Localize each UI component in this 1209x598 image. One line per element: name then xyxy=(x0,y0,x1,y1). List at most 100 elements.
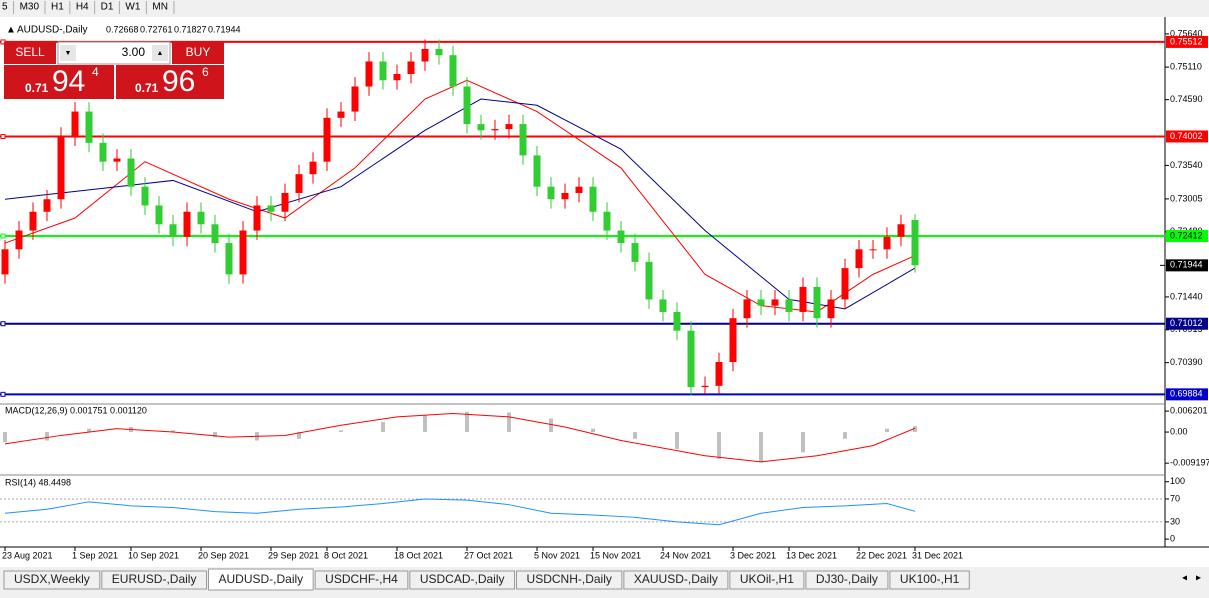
tab[interactable]: EURUSD-,Daily xyxy=(101,570,207,590)
tab-label[interactable]: USDCNH-,Daily xyxy=(527,572,612,586)
candle-body xyxy=(883,236,891,250)
candle-body xyxy=(519,124,527,156)
y-tick-label: 0.006201 xyxy=(1170,405,1208,415)
y-tick-label: 0.00 xyxy=(1170,426,1188,436)
tab-bg xyxy=(314,570,409,590)
tab[interactable]: DJ30-,Daily xyxy=(805,570,889,590)
macd-bar xyxy=(297,432,301,439)
x-tick-label: 8 Oct 2021 xyxy=(324,550,368,560)
buy-price-frac: 6 xyxy=(202,65,209,79)
timeframe-button[interactable]: D1 xyxy=(101,2,114,13)
tab[interactable]: USDCHF-,H4 xyxy=(314,570,409,590)
level-tag-label: 0.75512 xyxy=(1170,36,1203,46)
buy-price-box[interactable] xyxy=(116,65,224,99)
candle-body xyxy=(911,220,919,266)
macd-bar xyxy=(913,426,917,433)
ohlc-value: 0.72761 xyxy=(140,24,173,34)
bid-tag xyxy=(1166,259,1208,272)
timeframe-button[interactable]: H4 xyxy=(76,2,89,13)
macd-bar xyxy=(633,432,637,439)
tab-label[interactable]: AUDUSD-,Daily xyxy=(218,572,303,586)
tab[interactable]: XAUUSD-,Daily xyxy=(623,570,729,590)
level-anchor xyxy=(0,391,6,397)
candle-body xyxy=(813,286,821,319)
candle-body xyxy=(211,224,219,244)
tab[interactable]: USDCNH-,Daily xyxy=(516,570,623,590)
tab-scroll[interactable]: ▸ xyxy=(1196,573,1201,584)
candle-body xyxy=(673,311,681,331)
y-tick-label: 0.75640 xyxy=(1170,28,1203,38)
candle-body xyxy=(561,192,569,200)
macd-bar xyxy=(339,430,343,433)
x-tick-label: 18 Oct 2021 xyxy=(394,550,443,560)
tab-label[interactable]: EURUSD-,Daily xyxy=(112,572,197,586)
chart-title: AUDUSD-,Daily xyxy=(17,25,88,36)
y-tick-label: 0.70390 xyxy=(1170,357,1203,367)
buy-button[interactable] xyxy=(172,42,224,64)
tab-label[interactable]: USDCAD-,Daily xyxy=(420,572,505,586)
buy-label: BUY xyxy=(186,45,211,59)
tab[interactable]: AUDUSD-,Daily xyxy=(207,568,314,591)
candle-body xyxy=(183,211,191,237)
candle-body xyxy=(897,224,905,237)
level-tag xyxy=(1166,230,1208,243)
candle-body xyxy=(729,318,737,363)
candle-body xyxy=(463,86,471,125)
lot-down[interactable] xyxy=(60,45,76,61)
tab-label[interactable]: DJ30-,Daily xyxy=(816,572,878,586)
candle-body xyxy=(113,158,121,162)
tab-bg xyxy=(409,570,516,590)
sell-label: SELL xyxy=(15,45,45,59)
toolbar xyxy=(0,0,1209,16)
timeframe-button[interactable]: MN xyxy=(152,2,168,13)
tab[interactable]: UK100-,H1 xyxy=(889,570,970,590)
chart-title: ▲ xyxy=(6,25,16,36)
level-anchor xyxy=(0,133,6,139)
level-anchor xyxy=(0,39,6,45)
y-tick-label: 0.71440 xyxy=(1170,291,1203,301)
macd-bar xyxy=(87,428,91,433)
y-tick-label: 70 xyxy=(1170,493,1180,503)
tab-label[interactable]: XAUUSD-,Daily xyxy=(634,572,718,586)
candle-body xyxy=(141,186,149,206)
macd-bar xyxy=(759,432,763,463)
trade-panel: ▼ ▲ SELL BUY 3.00 0.71 94 4 0.71 96 6 xyxy=(4,41,224,99)
level-tag xyxy=(1166,317,1208,330)
candle-body xyxy=(1,249,9,275)
timeframe-button[interactable]: H1 xyxy=(51,2,64,13)
y-tick-label: 0.73005 xyxy=(1170,193,1203,203)
tab[interactable]: USDCAD-,Daily xyxy=(409,570,516,590)
tab-label[interactable]: USDCHF-,H4 xyxy=(325,572,398,586)
candle-body xyxy=(43,199,51,212)
ohlc-value: 0.71827 xyxy=(174,24,207,34)
candle-body xyxy=(715,362,723,386)
lot-box[interactable] xyxy=(57,41,171,65)
candle-body xyxy=(57,136,65,200)
sell-price-box[interactable] xyxy=(4,65,114,99)
macd-label: MACD(12,26,9) 0.001751 0.001120 xyxy=(5,405,147,415)
candle-body xyxy=(771,299,779,306)
lot-up[interactable] xyxy=(152,45,168,61)
timeframe-button[interactable]: W1 xyxy=(125,2,140,13)
candle-body xyxy=(169,224,177,237)
tab-scroll[interactable]: ◂ xyxy=(1182,573,1187,584)
candle-body xyxy=(631,243,639,262)
x-tick-label: 23 Aug 2021 xyxy=(2,550,53,560)
tab[interactable]: USDX,Weekly xyxy=(3,570,101,590)
candle-body xyxy=(659,299,667,312)
timeframe-button[interactable]: 5 xyxy=(2,2,8,13)
timeframe-button[interactable]: M30 xyxy=(20,2,40,13)
candle-body xyxy=(743,299,751,319)
y-tick-label: 0.75110 xyxy=(1170,61,1202,71)
candle-body xyxy=(155,205,163,225)
candle-body xyxy=(71,111,79,137)
candle-body xyxy=(421,48,429,62)
tab[interactable]: UKOil-,H1 xyxy=(729,570,805,590)
candle-body xyxy=(757,299,765,306)
sell-button[interactable] xyxy=(4,42,56,64)
tab-label[interactable]: UK100-,H1 xyxy=(900,572,960,586)
tab-label[interactable]: USDX,Weekly xyxy=(14,572,90,586)
candle-body xyxy=(323,117,331,162)
tab-label[interactable]: UKOil-,H1 xyxy=(740,572,794,586)
